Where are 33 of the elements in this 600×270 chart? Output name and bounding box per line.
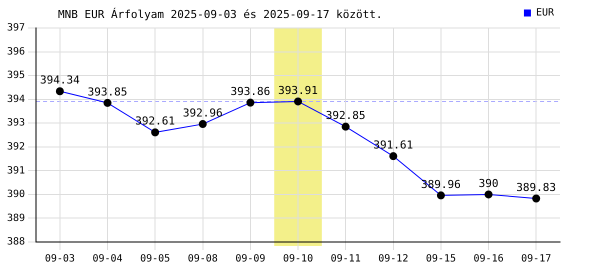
data-label: 393.85	[88, 85, 128, 98]
data-label: 392.61	[135, 114, 176, 128]
y-tick-label: 392	[7, 141, 26, 152]
y-tick-label: 388	[7, 236, 26, 248]
x-tick-label: 09-11	[330, 254, 361, 265]
x-tick-label: 09-05	[140, 254, 170, 265]
x-tick-label: 09-04	[92, 254, 123, 265]
data-label: 393.86	[230, 85, 270, 98]
y-tick-label: 393	[7, 118, 26, 129]
data-label: 393.91	[278, 84, 318, 97]
y-tick-label: 396	[7, 46, 26, 58]
x-tick-label: 09-08	[188, 254, 218, 265]
legend-label: EUR	[536, 8, 555, 19]
data-label: 394.34	[40, 74, 80, 87]
x-tick-label: 09-17	[521, 254, 552, 265]
x-tick-label: 09-09	[235, 254, 266, 265]
data-label: 389.83	[516, 180, 556, 194]
y-tick-label: 390	[7, 189, 26, 200]
data-label: 392.85	[326, 109, 366, 122]
y-tick-label: 395	[7, 70, 26, 82]
y-tick-label: 391	[7, 165, 26, 176]
x-tick-label: 09-03	[44, 254, 75, 265]
x-tick-label: 09-12	[378, 254, 408, 265]
data-label: 392.96	[182, 106, 223, 120]
y-tick-label: 397	[7, 22, 26, 34]
y-tick-label: 394	[7, 94, 26, 105]
data-label: 390	[478, 176, 498, 190]
x-tick-label: 09-16	[474, 254, 504, 265]
x-tick-label: 09-15	[426, 254, 456, 265]
x-tick-label: 09-10	[282, 254, 314, 265]
chart-title: MNB EUR Árfolyam 2025-09-03 és 2025-09-17 között.	[58, 8, 383, 21]
data-label: 391.61	[373, 138, 414, 152]
y-tick-label: 389	[7, 212, 26, 224]
